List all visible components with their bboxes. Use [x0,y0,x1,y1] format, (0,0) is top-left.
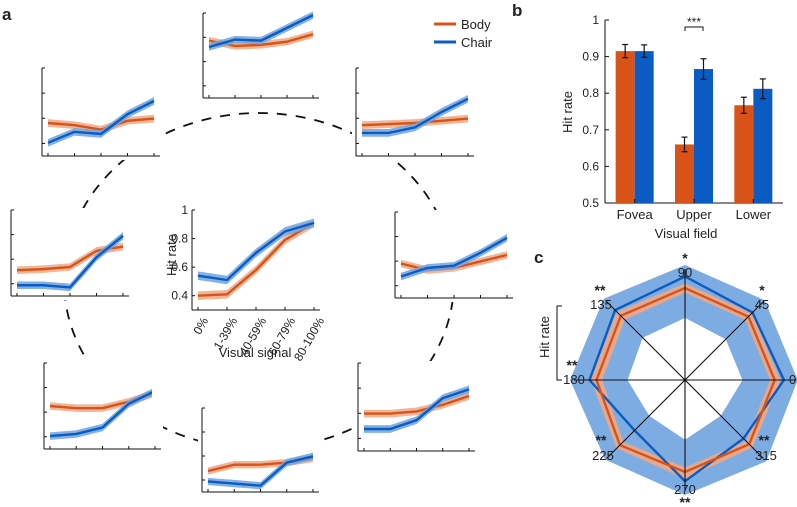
center-plot: 0.40.60.810% 1-39%40-59%60-79%80-100%Visu… [152,200,330,400]
small-plot-315-band-body [364,392,469,418]
radar-significance-90: * [682,250,688,266]
small-plot-315-line-chair [364,388,470,431]
small-plot-0-line-chair [400,236,508,278]
small-plot-90 [199,11,321,102]
small-plot-180 [7,208,131,300]
bar-fovea-chair [634,51,654,203]
legend-label-body: Body [461,17,491,32]
radar-y-label: Hit rate [537,316,552,358]
small-plot-45 [352,66,476,160]
small-plot-135 [38,66,162,160]
bar-ytick-label: 0.9 [582,50,599,64]
small-plot-135-bg [38,66,162,160]
bar-lower-chair [753,88,773,203]
radar-angle-label-90: 90 [678,265,692,280]
center-line-body [197,221,315,297]
small-plot-315 [354,361,477,455]
small-plot-45-line-body [361,117,469,127]
radar-spoke-225 [606,379,686,459]
small-plot-225-line-chair [49,389,156,438]
bar-fovea-body [615,51,635,203]
panel-a: 0.40.60.810% 1-39%40-59%60-79%80-100%Visu… [7,11,515,496]
bar-upper-body [675,144,694,203]
small-plot-315-line-body [364,394,470,415]
radar-spoke-135 [606,301,686,381]
center-ytick-label: 1 [181,203,188,217]
panel-b: 0.5 0.6 0.7 0.8 0.9 1 Fovea Upper Lower *** Visual… [560,13,783,241]
bar-xtick-label: Lower [736,207,772,222]
small-plot-270 [198,406,321,496]
bar-xtick-label: Fovea [617,207,654,222]
center-ytick-label: 0.4 [171,289,188,303]
radar-angle-label-45: 45 [755,297,769,312]
panel-c: 045*90*135**180**225**270**315**Hit rate [537,250,797,507]
bar-upper-chair [694,69,713,203]
bar-ytick-label: 0.5 [582,196,599,210]
radar-angle-label-315: 315 [755,448,777,463]
small-plot-90-band-chair [209,11,313,51]
radar-significance-180: ** [567,357,578,373]
radar-significance-225: ** [596,432,607,448]
radar-significance-45: * [759,282,765,298]
bar-xtick-label: Upper [676,207,712,222]
small-plot-135-band-chair [48,97,154,147]
panel-letter-b: b [512,1,522,20]
radar-significance-135: ** [595,282,606,298]
radar-angle-label-270: 270 [674,482,696,497]
significance-bracket [684,26,704,31]
small-plot-225 [40,361,163,453]
bar-ytick-label: 0.8 [582,86,599,100]
center-x-label: Visual signal [219,345,292,360]
small-plot-90-bg [199,11,321,102]
panel-letter-a: a [2,5,12,24]
bar-ytick-label: 0.6 [582,159,599,173]
radar-significance-270: ** [680,494,691,507]
small-plot-45-bg [352,66,476,160]
bar-lower-body [734,105,754,203]
bar-ytick-label: 0.7 [582,123,599,137]
center-ytick-label: 0.8 [171,232,188,246]
center-y-label: Hit rate [164,234,179,276]
radar-spoke-45 [684,301,764,381]
small-plot-135-line-chair [47,99,155,144]
radar-angle-label-225: 225 [592,448,614,463]
small-plot-135-line-body [47,117,155,131]
center-ytick-label: 0.6 [171,260,188,274]
bar-y-label: Hit rate [560,91,575,133]
legend-label-chair: Chair [461,35,493,50]
radar-scale-bracket [556,305,562,381]
bar-ytick-label: 1 [592,13,599,27]
center-line-chair [197,221,315,282]
small-plot-225-band-body [50,389,155,412]
small-plot-270-line-chair [207,455,314,487]
bar-x-label: Visual field [655,226,718,241]
significance-stars: *** [687,15,701,29]
radar-spoke-315 [684,379,764,459]
radar-angle-label-180: 180 [563,372,585,387]
small-plot-0 [391,210,515,302]
small-plot-225-band-chair [50,387,155,440]
small-plot-180-line-chair [17,234,124,289]
small-plot-45-line-chair [362,97,469,135]
small-plot-90-line-chair [208,14,314,49]
radar-angle-label-0: 0 [789,372,796,387]
radar-significance-315: ** [759,432,770,448]
legend: Body Chair [434,17,493,50]
panel-letter-c: c [534,248,543,267]
radar-angle-label-135: 135 [590,297,612,312]
